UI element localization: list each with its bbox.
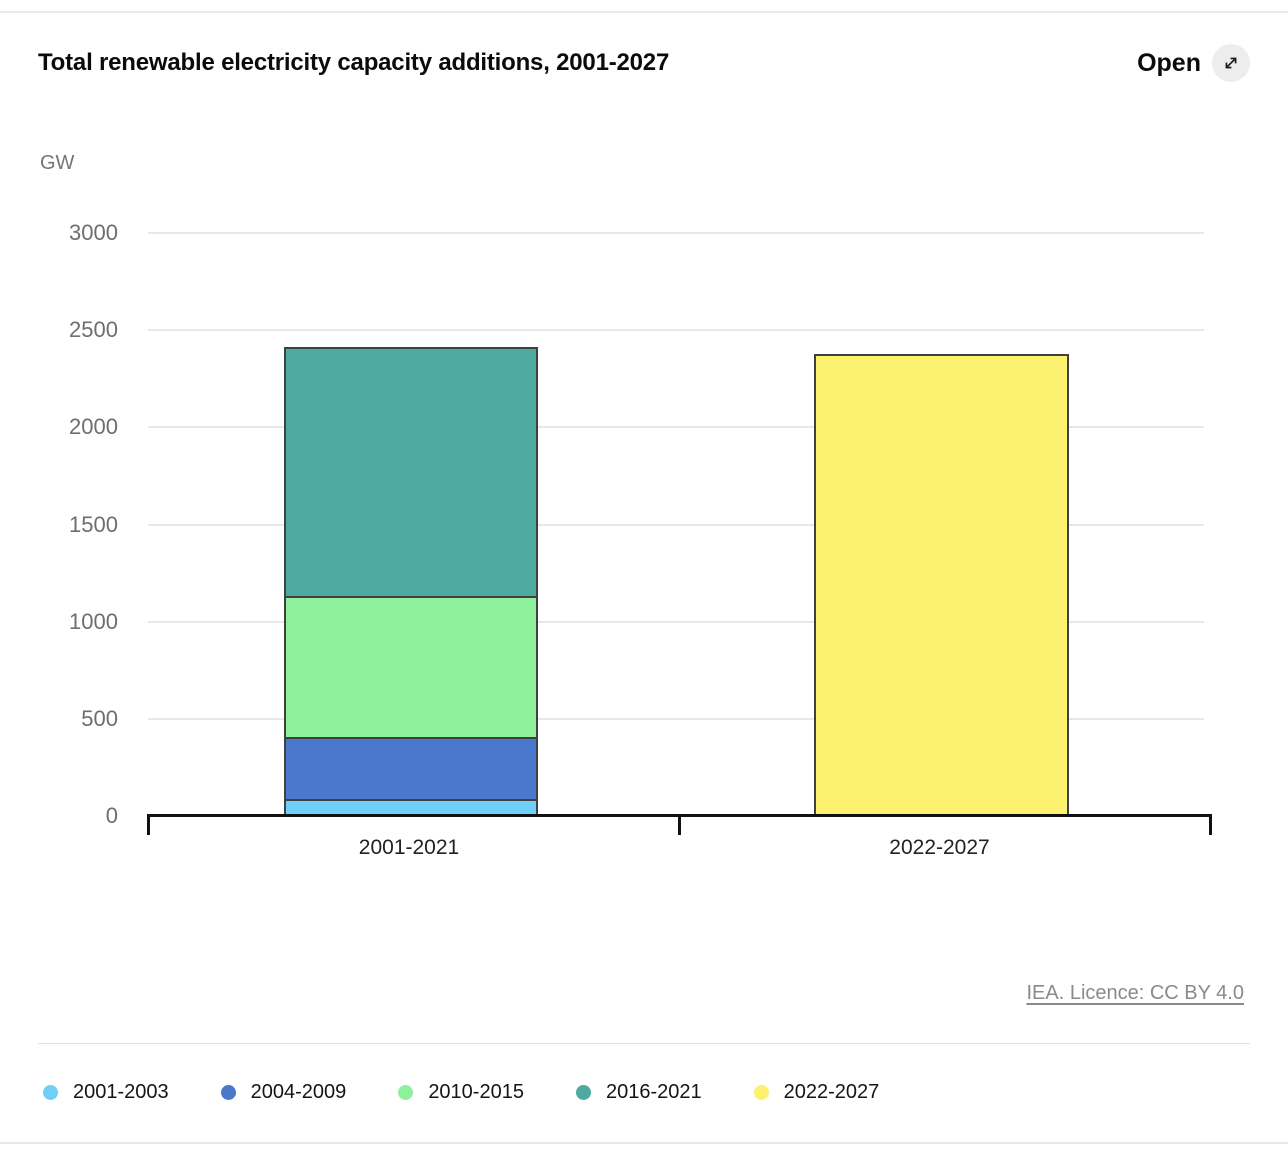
bar-segment-2001-2021-2010-2015[interactable] — [286, 595, 536, 738]
gridline-1500 — [148, 523, 1204, 526]
legend-item-label: 2022-2027 — [783, 1080, 880, 1103]
y-tick-label-3000: 3000 — [69, 220, 118, 245]
bar-segment-2001-2021-2001-2003[interactable] — [286, 799, 536, 815]
gridline-3000 — [148, 232, 1204, 234]
x-axis-tick-1 — [678, 814, 681, 835]
bar-segment-2001-2021-2016-2021[interactable] — [286, 349, 536, 596]
header: Total renewable electricity capacity add… — [38, 44, 1250, 82]
bottom-divider — [0, 1142, 1288, 1144]
legend-item-2010-2015[interactable]: 2010-2015 — [398, 1081, 524, 1104]
bar-2022-2027[interactable] — [814, 354, 1069, 817]
legend-dot-icon — [220, 1084, 236, 1100]
external-link-icon — [1212, 44, 1250, 82]
x-axis-tick-0 — [147, 814, 150, 835]
bar-segment-2001-2021-2004-2009[interactable] — [286, 737, 536, 800]
legend-item-2001-2003[interactable]: 2001-2003 — [43, 1081, 169, 1104]
top-divider — [0, 11, 1288, 13]
legend-item-label: 2004-2009 — [250, 1080, 347, 1103]
gridline-2500 — [148, 329, 1204, 332]
gridline-1000 — [148, 620, 1204, 623]
legend-divider — [38, 1043, 1250, 1044]
x-axis-tick-2 — [1209, 814, 1212, 835]
legend-dot-icon — [43, 1084, 58, 1100]
legend-item-2016-2021[interactable]: 2016-2021 — [575, 1080, 702, 1104]
y-tick-label-2000: 2000 — [69, 414, 118, 440]
y-tick-label-1000: 1000 — [69, 608, 118, 634]
legend-item-label: 2010-2015 — [428, 1080, 524, 1103]
open-button-label: Open — [1137, 48, 1201, 77]
legend-dot-icon — [398, 1084, 414, 1100]
legend-dot-icon — [575, 1084, 591, 1100]
gridline-2000 — [148, 426, 1204, 429]
x-axis-label-2001-2021: 2001-2021 — [358, 836, 460, 859]
bar-segment-2022-2027-2022-2027[interactable] — [816, 356, 1067, 815]
y-tick-label-0: 0 — [105, 803, 118, 828]
gridline-500 — [148, 717, 1204, 720]
legend-item-label: 2016-2021 — [605, 1080, 702, 1103]
bar-2001-2021[interactable] — [284, 347, 538, 817]
legend-item-2004-2009[interactable]: 2004-2009 — [220, 1080, 347, 1104]
y-tick-label-2500: 2500 — [69, 317, 118, 343]
open-button[interactable]: Open — [1137, 44, 1250, 82]
y-tick-label-500: 500 — [81, 705, 118, 731]
y-axis-unit-label: GW — [40, 152, 75, 174]
x-axis-label-2022-2027: 2022-2027 — [889, 836, 990, 859]
legend-item-label: 2001-2003 — [73, 1080, 169, 1103]
legend-dot-icon — [753, 1084, 769, 1100]
chart-title: Total renewable electricity capacity add… — [38, 49, 670, 76]
legend: 2001-2003 2004-2009 2010-2015 2016-2021 2022… — [43, 1077, 879, 1107]
legend-item-2022-2027[interactable]: 2022-2027 — [753, 1080, 880, 1104]
licence-link[interactable]: IEA. Licence: CC BY 4.0 — [1026, 982, 1244, 1004]
y-tick-label-1500: 1500 — [69, 511, 118, 537]
